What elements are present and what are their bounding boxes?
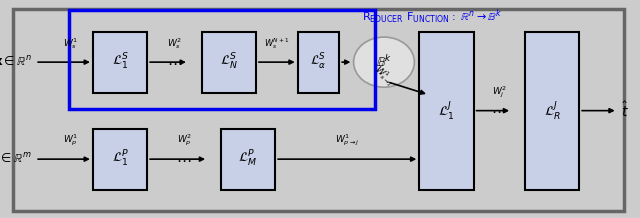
Text: $\mathcal{L}_1^P$: $\mathcal{L}_1^P$ (111, 149, 129, 169)
Text: $W_p^2$: $W_p^2$ (177, 133, 191, 148)
Text: $W_s^{N+1}$: $W_s^{N+1}$ (264, 36, 290, 51)
Text: $W_{p\to j}^1$: $W_{p\to j}^1$ (335, 133, 360, 148)
Text: $\cdots$: $\cdots$ (492, 103, 507, 118)
Bar (93, 32, 147, 93)
Bar (525, 32, 579, 190)
Text: $\cdots$: $\cdots$ (166, 55, 182, 70)
Text: $\mathcal{L}_\alpha^S$: $\mathcal{L}_\alpha^S$ (310, 52, 326, 72)
Text: $W_j^2$: $W_j^2$ (492, 84, 507, 100)
Text: $\mathrm{R}_{\mathrm{EDUCER}}\ \mathrm{F}_{\mathrm{UNCTION}}{:}\ \mathbb{R}^n \t: $\mathrm{R}_{\mathrm{EDUCER}}\ \mathrm{F… (362, 8, 502, 26)
Text: $W_s^1$: $W_s^1$ (63, 36, 78, 51)
Text: $\mathcal{L}_N^S$: $\mathcal{L}_N^S$ (220, 52, 238, 72)
Text: $\hat{t}$: $\hat{t}$ (621, 101, 628, 120)
Text: $\mathbf{y} \in \mathbb{R}^m$: $\mathbf{y} \in \mathbb{R}^m$ (0, 151, 32, 168)
Text: $\cdots$: $\cdots$ (176, 152, 192, 167)
Text: $\mathcal{L}_1^S$: $\mathcal{L}_1^S$ (111, 52, 129, 72)
Bar (419, 32, 474, 190)
Bar (298, 32, 339, 93)
Text: $W_s^2$: $W_s^2$ (167, 36, 182, 51)
Text: $\mathbb{B}^k$: $\mathbb{B}^k$ (376, 54, 392, 70)
Text: $\mathbf{x} \in \mathbb{R}^n$: $\mathbf{x} \in \mathbb{R}^n$ (0, 55, 32, 69)
Bar (202, 32, 256, 93)
Text: $W_p^1$: $W_p^1$ (63, 133, 78, 148)
Text: $\mathcal{L}_M^P$: $\mathcal{L}_M^P$ (239, 149, 257, 169)
Ellipse shape (354, 37, 415, 87)
Bar (69, 10, 375, 109)
Text: $W_{s\to j}^1$: $W_{s\to j}^1$ (370, 62, 398, 90)
Text: $\mathcal{L}_R^J$: $\mathcal{L}_R^J$ (543, 100, 561, 121)
Bar (221, 129, 275, 190)
Text: $\mathcal{L}_1^J$: $\mathcal{L}_1^J$ (438, 100, 454, 121)
Bar (93, 129, 147, 190)
